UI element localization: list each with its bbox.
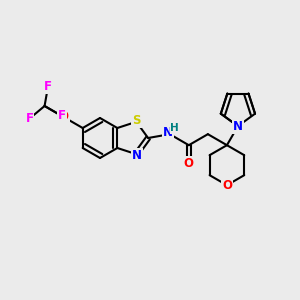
Text: O: O: [58, 110, 69, 124]
Text: F: F: [58, 110, 66, 122]
Text: N: N: [132, 149, 142, 162]
Text: O: O: [222, 179, 232, 192]
Text: F: F: [44, 80, 52, 93]
Text: N: N: [163, 126, 173, 139]
Text: F: F: [26, 112, 33, 125]
Text: S: S: [132, 114, 141, 127]
Text: N: N: [233, 120, 243, 133]
Text: H: H: [170, 123, 179, 133]
Text: O: O: [184, 158, 194, 170]
